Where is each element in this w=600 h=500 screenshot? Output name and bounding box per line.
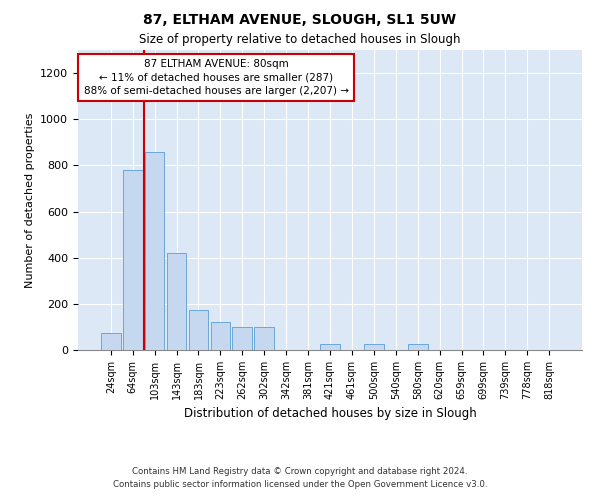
Text: 87, ELTHAM AVENUE, SLOUGH, SL1 5UW: 87, ELTHAM AVENUE, SLOUGH, SL1 5UW: [143, 12, 457, 26]
Bar: [167, 253, 187, 350]
Bar: [254, 327, 274, 350]
Text: Contains HM Land Registry data © Crown copyright and database right 2024.
Contai: Contains HM Land Registry data © Crown c…: [113, 468, 487, 489]
Y-axis label: Number of detached properties: Number of detached properties: [25, 112, 35, 288]
Bar: [364, 344, 384, 350]
Bar: [320, 344, 340, 350]
Text: Size of property relative to detached houses in Slough: Size of property relative to detached ho…: [139, 32, 461, 46]
Bar: [145, 152, 164, 350]
Bar: [408, 344, 428, 350]
Bar: [211, 322, 230, 350]
X-axis label: Distribution of detached houses by size in Slough: Distribution of detached houses by size …: [184, 408, 476, 420]
Bar: [188, 310, 208, 350]
Text: 87 ELTHAM AVENUE: 80sqm
← 11% of detached houses are smaller (287)
88% of semi-d: 87 ELTHAM AVENUE: 80sqm ← 11% of detache…: [83, 59, 349, 96]
Bar: [232, 327, 252, 350]
Bar: [123, 170, 143, 350]
Bar: [101, 332, 121, 350]
